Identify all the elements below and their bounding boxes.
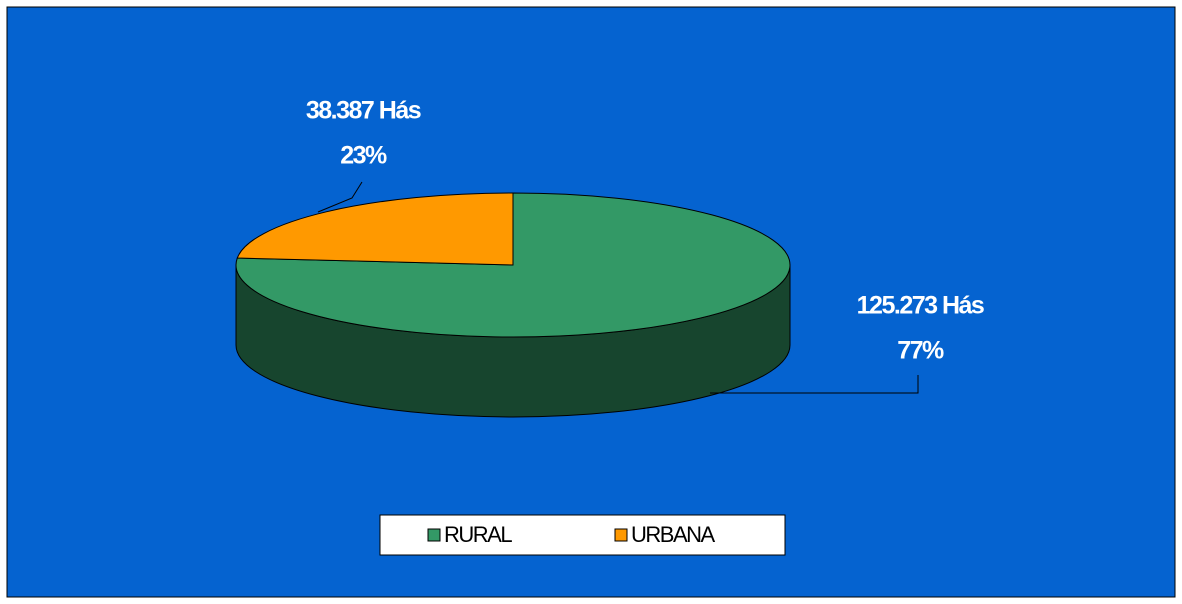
leader-line [317, 181, 363, 213]
percent-label: 77% [897, 337, 944, 365]
legend-label: URBANA [631, 522, 716, 547]
percent-label: 23% [340, 142, 387, 170]
leader-line [710, 375, 919, 394]
pie-slice [236, 192, 514, 266]
data-label: 38.387 Hás [306, 97, 421, 125]
legend-swatch [614, 528, 628, 542]
legend-label: RURAL [444, 522, 512, 547]
data-label: 125.273 Hás [857, 292, 984, 320]
legend [379, 514, 786, 556]
legend-swatch [427, 528, 441, 542]
pie-slice [235, 192, 791, 338]
